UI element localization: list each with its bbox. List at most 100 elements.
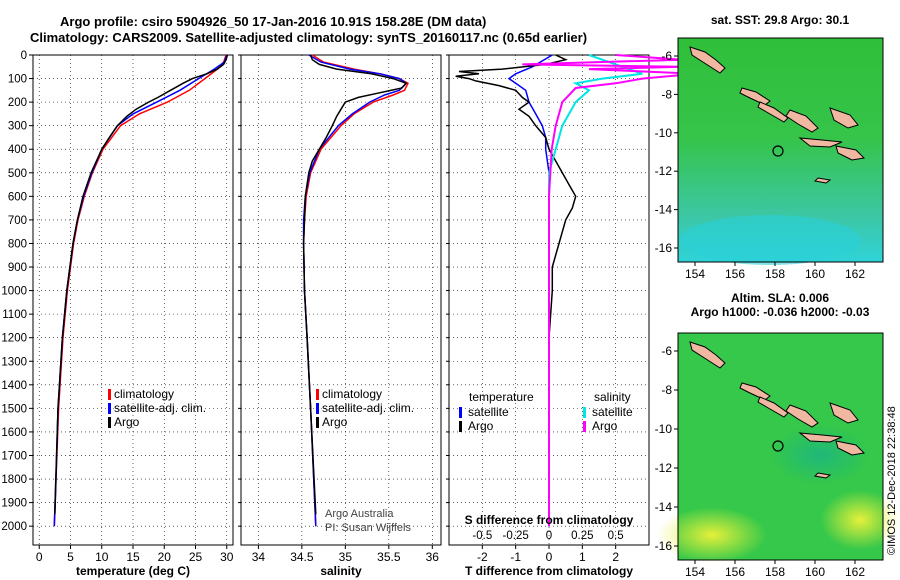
map-y-tick-label: -8 xyxy=(661,87,672,101)
legend-label: Argo xyxy=(468,419,494,433)
map-y-tick-label: -14 xyxy=(655,500,673,514)
legend-swatch xyxy=(316,389,319,400)
map-y-tick-label: -12 xyxy=(655,461,673,475)
map-x-tick-label: 160 xyxy=(805,267,825,281)
map-x-tick-label: 158 xyxy=(765,267,785,281)
legend-label: Argo xyxy=(114,415,140,429)
x-tick-label: 1 xyxy=(579,550,586,564)
figure-title-line1: Argo profile: csiro 5904926_50 17-Jan-20… xyxy=(60,14,487,29)
y-tick-label: 1300 xyxy=(1,356,27,368)
x-tick-label: 35 xyxy=(339,550,353,564)
island-landmass xyxy=(813,177,832,184)
map-title: sat. SST: 29.8 Argo: 30.1 xyxy=(711,13,850,27)
y-tick-label: 1600 xyxy=(1,427,27,439)
legend-label: satellite xyxy=(592,405,633,419)
island-landmass xyxy=(757,101,789,123)
legend-swatch xyxy=(316,417,319,428)
x-tick-label: 34 xyxy=(252,550,266,564)
map-y-tick-label: -16 xyxy=(655,241,673,255)
map-frame xyxy=(677,332,884,561)
s-tick-label: 0.5 xyxy=(608,530,624,542)
sla-map: 154 156 158 160 162 -6 -8 -10 -12 -14 -16 Altim. SL… xyxy=(655,291,900,579)
argo-float-location xyxy=(772,440,784,452)
figure-title-line2: Climatology: CARS2009. Satellite-adjuste… xyxy=(30,30,588,45)
map-frame xyxy=(677,37,884,263)
y-tick-label: 1200 xyxy=(1,333,27,345)
island-landmass xyxy=(798,432,843,443)
x-axis-label: temperature (deg C) xyxy=(76,564,190,578)
island-landmass xyxy=(835,145,866,161)
imos-stamp: ©IMOS 12-Dec-2018 22:38:48 xyxy=(886,406,898,555)
s-tick-label: 0 xyxy=(546,530,552,542)
y-tick-label: 1400 xyxy=(1,380,27,392)
series-line-climatology xyxy=(302,54,409,527)
legend-swatch xyxy=(108,403,111,414)
s-tick-label: 0.25 xyxy=(571,530,593,542)
y-tick-label: 600 xyxy=(8,191,27,203)
island-landmass xyxy=(829,107,859,129)
map-y-tick-label: -14 xyxy=(655,203,673,217)
x-tick-label: 36 xyxy=(426,550,440,564)
legend-swatch xyxy=(583,407,586,418)
sla-low-region xyxy=(770,425,870,485)
s-tick-label: -0.25 xyxy=(503,530,529,542)
sla-high-region xyxy=(820,490,900,550)
y-tick-label: 400 xyxy=(8,144,27,156)
map-x-tick-label: 162 xyxy=(845,565,865,579)
x-tick-label: 20 xyxy=(158,550,172,564)
island-landmass xyxy=(785,404,819,428)
legend-swatch xyxy=(108,389,111,400)
legend-label: climatology xyxy=(322,387,382,401)
legend-swatch xyxy=(108,417,111,428)
y-tick-label: 1000 xyxy=(1,286,27,298)
y-tick-label: 0 xyxy=(21,50,27,62)
y-tick-label: 1100 xyxy=(2,309,27,321)
x-tick-label: 2 xyxy=(612,550,619,564)
map-x-tick-label: 154 xyxy=(685,267,705,281)
x-tick-label: 0 xyxy=(546,550,553,564)
attribution-line1: Argo Australia xyxy=(325,508,394,520)
y-tick-label: 100 xyxy=(8,74,27,86)
island-landmass xyxy=(757,396,789,418)
series-line-argo xyxy=(54,54,229,515)
x-tick-label: 5 xyxy=(67,550,74,564)
map-y-tick-label: -10 xyxy=(655,422,673,436)
map-x-tick-label: 156 xyxy=(725,267,745,281)
x-tick-label: 0 xyxy=(36,550,43,564)
island-landmass xyxy=(785,109,819,133)
argo-float-location xyxy=(772,145,784,157)
map-x-tick-label: 154 xyxy=(685,565,705,579)
x-axis-label: salinity xyxy=(320,564,362,578)
legend-swatch xyxy=(316,403,319,414)
x-tick-label: 15 xyxy=(126,550,140,564)
x-tick-label: 10 xyxy=(95,550,109,564)
y-tick-label: 500 xyxy=(8,168,27,180)
legend-label: satellite-adj. clim. xyxy=(322,401,414,415)
s-tick-label: -0.5 xyxy=(472,530,492,542)
x-axis-label: T difference from climatology xyxy=(465,564,633,578)
x-tick-label: 35.5 xyxy=(377,550,401,564)
map-y-tick-label: -6 xyxy=(661,49,672,63)
legend-label: satellite xyxy=(468,405,509,419)
legend-title-temperature: temperature xyxy=(469,390,534,404)
series-line-s-satellite xyxy=(548,54,643,527)
panel-frame xyxy=(240,54,442,546)
sst-map: 154 156 158 160 162 -6 -8 -10 -12 -14 -16 sat. SST:… xyxy=(655,13,884,281)
map-x-tick-label: 158 xyxy=(765,565,785,579)
panel-salinity: 34 34.5 35 35.5 36 salinity climatologysatelli… xyxy=(238,54,442,578)
y-tick-label: 300 xyxy=(8,121,27,133)
legend-label: satellite-adj. clim. xyxy=(114,401,206,415)
attribution-line2: PI: Susan Wijffels xyxy=(325,522,411,534)
legend-label: Argo xyxy=(592,419,618,433)
x-tick-label: 30 xyxy=(220,550,234,564)
y-tick-label: 1900 xyxy=(1,498,27,510)
y-tick-label: 1500 xyxy=(1,403,27,415)
sla-high-region xyxy=(657,507,767,563)
map-y-tick-label: -12 xyxy=(655,164,673,178)
map-title: Altim. SLA: 0.006 xyxy=(731,291,829,305)
x-tick-label: 25 xyxy=(189,550,203,564)
island-landmass xyxy=(798,137,843,148)
map-y-tick-label: -16 xyxy=(655,539,673,553)
legend-title-salinity: salinity xyxy=(594,390,631,404)
